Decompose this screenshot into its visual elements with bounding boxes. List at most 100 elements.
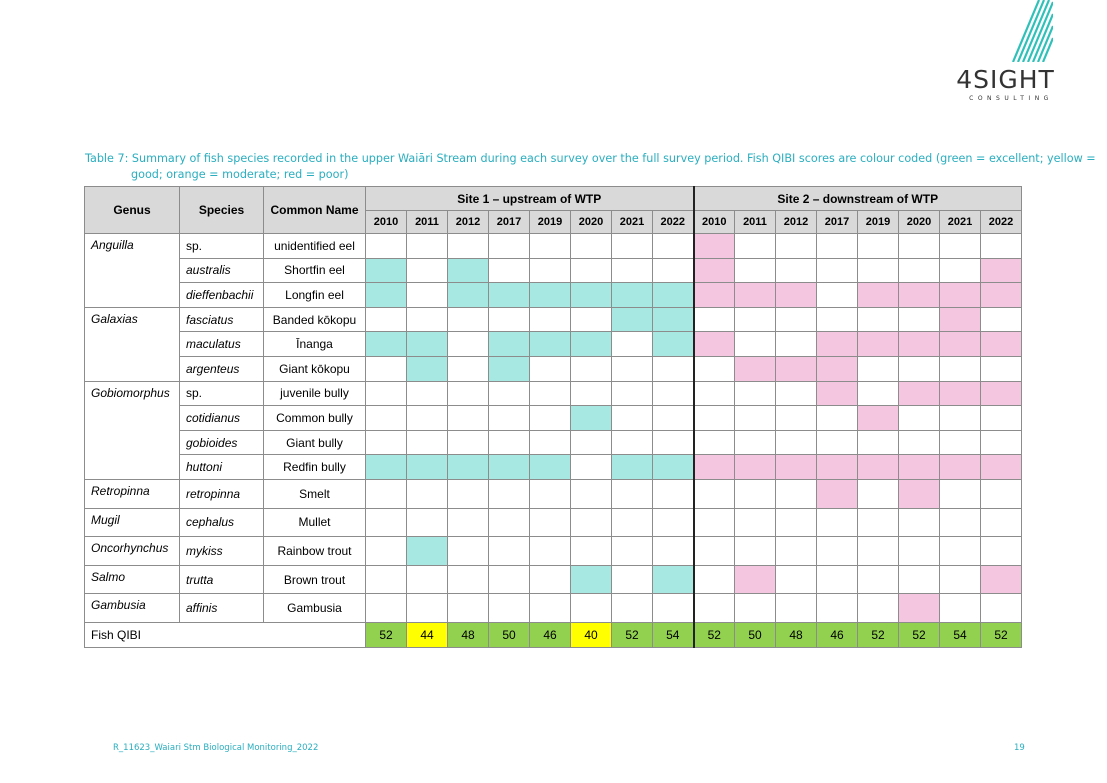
site1-presence-cell xyxy=(406,282,448,308)
site2-presence-cell xyxy=(898,282,940,308)
site2-presence-cell xyxy=(857,536,899,566)
site1-presence-cell xyxy=(406,355,448,382)
site2-presence-cell xyxy=(939,507,981,538)
table-row: maculatus Īnanga xyxy=(85,331,1022,357)
table-body: Anguilla sp. unidentified eel australis Shor… xyxy=(84,233,1022,648)
site2-presence-cell xyxy=(939,429,981,456)
site2-presence-cell xyxy=(857,331,899,357)
site1-presence-cell xyxy=(529,536,571,566)
site2-presence-cell xyxy=(816,536,858,566)
site2-presence-cell xyxy=(734,429,776,456)
common-name-cell: Redfin bully xyxy=(263,454,366,480)
genus-cell: Salmo xyxy=(84,564,180,595)
qibi-score-cell: 48 xyxy=(447,621,489,648)
site2-presence-cell xyxy=(692,454,735,480)
site1-presence-cell xyxy=(529,282,571,308)
site1-presence-cell xyxy=(406,454,448,480)
species-cell: sp. xyxy=(179,380,264,407)
species-cell: affinis xyxy=(179,593,264,623)
site1-presence-cell xyxy=(406,233,448,259)
site1-presence-cell xyxy=(447,507,489,538)
site1-presence-cell xyxy=(652,355,694,382)
site2-presence-cell xyxy=(775,380,817,407)
site2-year-header: 2019 xyxy=(857,210,899,234)
table-row: dieffenbachii Longfin eel xyxy=(85,282,1022,308)
site1-presence-cell xyxy=(488,306,530,333)
site1-presence-cell xyxy=(652,282,694,308)
qibi-score-cell: 46 xyxy=(816,621,858,648)
site2-presence-cell xyxy=(816,331,858,357)
site1-presence-cell xyxy=(447,593,489,623)
site2-presence-cell xyxy=(775,454,817,480)
site2-presence-cell xyxy=(898,257,940,284)
site1-year-header: 2011 xyxy=(406,210,448,234)
site2-presence-cell xyxy=(898,355,940,382)
site1-presence-cell xyxy=(570,429,612,456)
logo-subtitle: CONSULTING xyxy=(969,95,1053,102)
site1-presence-cell xyxy=(652,331,694,357)
site1-presence-cell xyxy=(488,355,530,382)
site1-presence-cell xyxy=(447,536,489,566)
site2-presence-cell xyxy=(692,282,735,308)
table-row: Mugil cephalus Mullet xyxy=(84,507,1022,538)
site1-presence-cell xyxy=(529,564,571,595)
qibi-score-cell: 40 xyxy=(570,621,612,648)
site2-presence-cell xyxy=(898,593,940,623)
site1-presence-cell xyxy=(365,593,407,623)
site2-presence-cell xyxy=(734,405,776,431)
site2-presence-cell xyxy=(898,507,940,538)
site2-presence-cell xyxy=(775,564,817,595)
site2-presence-cell xyxy=(898,233,940,259)
common-name-cell: Giant bully xyxy=(263,429,366,456)
site1-presence-cell xyxy=(570,593,612,623)
site1-presence-cell xyxy=(488,454,530,480)
site1-presence-cell xyxy=(406,405,448,431)
site2-presence-cell xyxy=(980,507,1022,538)
site1-presence-cell xyxy=(611,507,653,538)
qibi-score-cell: 52 xyxy=(898,621,940,648)
site1-presence-cell xyxy=(529,233,571,259)
qibi-score-cell: 52 xyxy=(692,621,735,648)
site2-presence-cell xyxy=(898,478,940,509)
site2-year-header: 2017 xyxy=(816,210,858,234)
site1-presence-cell xyxy=(365,536,407,566)
site2-presence-cell xyxy=(898,331,940,357)
site2-presence-cell xyxy=(939,355,981,382)
site2-presence-cell xyxy=(816,380,858,407)
logo-stripes-icon xyxy=(1011,0,1053,62)
year-header-row: 2010 2011 2012 2017 2019 2020 2021 2022 2010 2011… xyxy=(85,210,1022,234)
site1-presence-cell xyxy=(447,282,489,308)
site2-presence-cell xyxy=(692,564,735,595)
site1-presence-cell xyxy=(488,507,530,538)
species-cell: retropinna xyxy=(179,478,264,509)
site2-presence-cell xyxy=(857,478,899,509)
qibi-score-cell: 46 xyxy=(529,621,571,648)
site1-presence-cell xyxy=(488,405,530,431)
site2-year-header: 2021 xyxy=(939,210,981,234)
site1-presence-cell xyxy=(447,306,489,333)
site1-presence-cell xyxy=(447,478,489,509)
site2-presence-cell xyxy=(734,355,776,382)
site1-presence-cell xyxy=(529,257,571,284)
site1-presence-cell xyxy=(611,454,653,480)
company-logo: 4SIGHT CONSULTING xyxy=(948,0,1063,106)
site2-presence-cell xyxy=(857,454,899,480)
site2-presence-cell xyxy=(939,593,981,623)
genus-cell: Mugil xyxy=(84,507,180,538)
table-row: gobioides Giant bully xyxy=(85,429,1022,456)
site1-presence-cell xyxy=(406,507,448,538)
site1-presence-cell xyxy=(652,478,694,509)
site2-presence-cell xyxy=(775,429,817,456)
site2-presence-cell xyxy=(775,282,817,308)
site2-presence-cell xyxy=(980,564,1022,595)
site1-presence-cell xyxy=(611,405,653,431)
common-name-cell: Brown trout xyxy=(263,564,366,595)
site1-presence-cell xyxy=(447,331,489,357)
site1-presence-cell xyxy=(652,536,694,566)
site1-presence-cell xyxy=(611,478,653,509)
site2-presence-cell xyxy=(980,454,1022,480)
qibi-score-cell: 50 xyxy=(734,621,776,648)
site2-presence-cell xyxy=(816,233,858,259)
site2-presence-cell xyxy=(980,282,1022,308)
genus-cell: Gobiomorphus xyxy=(84,380,180,480)
